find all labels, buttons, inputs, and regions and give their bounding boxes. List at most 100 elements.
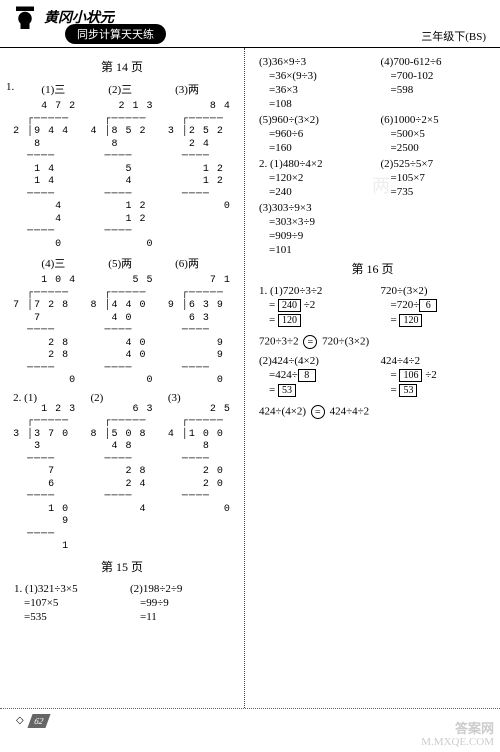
r1-l5b: (6)1000÷2×5 [381,114,495,126]
longdiv-2c: 7 1 ┌───── 9 │6 3 9 6 3 ──── 9 9 ──── 0 [168,275,231,388]
p15-q1: 1. (1)321÷3×5 =107×5 =535 (2)198÷2÷9 =99… [6,581,238,625]
r3-row1b: =720÷6 [391,299,495,312]
r3-l4b: 424÷4÷2 [381,355,495,367]
r1-l6b: =500×5 [391,128,495,140]
aft5b: ÷2 [425,369,437,381]
q1-b: (2)三 [108,81,171,97]
longdiv-2a: 1 0 4 ┌───── 7 │7 2 8 7 ──── 2 8 2 8 ───… [13,275,76,388]
r1-l1b: (4)700-612÷6 [381,56,495,68]
r2-l3b: =735 [391,186,495,198]
q2-lbl-c: (3) [168,392,181,404]
r2-l4: (3)303÷9×3 [259,202,494,214]
q2-block-b: (2) 6 3 ┌───── 8 │5 0 8 4 8 ──── 2 8 2 4… [90,392,153,517]
q1-num: 1. [6,81,37,97]
p15-left: 1. (1)321÷3×5 =107×5 =535 [6,581,122,625]
page16-title: 第 16 页 [251,260,494,277]
r1-l2a: =36×(9÷3) [269,70,373,82]
box-120a: 120 [278,314,301,327]
r3-row5b: = 106 ÷2 [391,369,495,382]
r1-l4a: =108 [269,98,373,110]
p15-l2a: =107×5 [24,597,122,609]
r1-l7a: =160 [269,142,373,154]
p15-n: 1. [14,583,22,595]
page15-title: 第 15 页 [6,558,238,575]
r3-1-right: 720÷(3×2) =720÷6 = 120 [373,283,495,329]
grade-label: 三年级下(BS) [421,28,486,44]
box-53b: 53 [399,384,417,397]
left-column: 第 14 页 1. (1)三 (2)三 (3)两 4 7 2 ┌───── 2 … [0,48,245,708]
r1-3: (3)36×9÷3 =36×(9÷3) =36×3 =108 [251,54,373,112]
watermark: 答案网 M.MXQE.COM [421,722,494,748]
r1-l3b: =598 [391,84,495,96]
watermark-top: 答案网 [421,722,494,736]
r2-l2b: =105×7 [391,172,495,184]
r3-2: (2)424÷(4×2) =424÷8 = 53 424÷4÷2 = 106 ÷… [251,353,494,399]
page-header: 黄冈小状元 同步计算天天练 三年级下(BS) [0,0,500,48]
r2-2: (2)525÷5×7 =105×7 =735 [373,156,495,200]
r3-comp1: 720÷3÷2 = 720÷(3×2) [259,335,494,349]
r1-l7b: =2500 [391,142,495,154]
p15-l1a: (1)321÷3×5 [25,583,78,595]
r3-l4a: (2)424÷(4×2) [259,355,373,367]
q1b-a: (4)三 [41,255,104,271]
q1b-row: (4)三 (5)两 (6)两 [6,255,238,271]
r1-l1a: (3)36×9÷3 [259,56,373,68]
r3-2-right: 424÷4÷2 = 106 ÷2 = 53 [373,353,495,399]
r3-row1a: = 240 ÷2 [269,299,373,312]
comp2-mid: = [311,405,325,419]
r2-3: (3)303÷9×3 =303×3÷9 =909÷9 =101 [251,202,494,256]
r3-row2a: = 120 [269,314,373,327]
longdiv-1b: 2 1 3 ┌───── 4 │8 5 2 8 ──── 5 4 ──── 1 … [90,101,153,251]
longdiv-3b: 6 3 ┌───── 8 │5 0 8 4 8 ──── 2 8 2 4 ───… [90,404,153,517]
r1-l2b: =700-102 [391,70,495,82]
r2-l6: =909÷9 [269,230,494,242]
footer-diamond-icon: ◇ [16,715,24,726]
r3-1-left: 1. (1)720÷3÷2 = 240 ÷2 = 120 [251,283,373,329]
r3-1: 1. (1)720÷3÷2 = 240 ÷2 = 120 720÷(3×2) =… [251,283,494,329]
box-8: 8 [298,369,316,382]
comp1R: 720÷(3×2) [322,336,369,348]
q1b-b: (5)两 [108,255,171,271]
q1-c: (3)两 [175,81,238,97]
longdiv-row-2: 1 0 4 ┌───── 7 │7 2 8 7 ──── 2 8 2 8 ───… [6,275,238,388]
r3-2-left: (2)424÷(4×2) =424÷8 = 53 [251,353,373,399]
r2-l7: =101 [269,244,494,256]
q2-lbl-a: (1) [24,392,37,404]
longdiv-1c: 8 4 ┌───── 3 │2 5 2 2 4 ──── 1 2 1 2 ───… [168,101,231,251]
r1-34: (3)36×9÷3 =36×(9÷3) =36×3 =108 (4)700-61… [251,54,494,112]
longdiv-3c: 2 5 ┌───── 4 │1 0 0 8 ──── 2 0 2 0 ──── … [168,404,231,517]
r3-l1a: (1)720÷3÷2 [270,285,322,297]
q2-block-c: (3) 2 5 ┌───── 4 │1 0 0 8 ──── 2 0 2 0 ─… [168,392,231,517]
subtitle-pill: 同步计算天天练 [65,24,166,44]
r3-l1b: 720÷(3×2) [381,285,495,297]
r2-l2a: =120×2 [269,172,373,184]
p15-l2b: =99÷9 [140,597,238,609]
comp1L: 720÷3÷2 [259,336,299,348]
p15-l3a: =535 [24,611,122,623]
box-106: 106 [399,369,422,382]
longdiv-1a: 4 7 2 ┌───── 2 │9 4 4 8 ──── 1 4 1 4 ───… [13,101,76,251]
box-120b: 120 [399,314,422,327]
pre1b: =720÷ [391,299,420,311]
right-column: (3)36×9÷3 =36×(9÷3) =36×3 =108 (4)700-61… [245,48,500,708]
r1-l6a: =960÷6 [269,128,373,140]
q2-row: 2. (1) 1 2 3 ┌───── 3 │3 7 0 3 ──── 7 6 … [6,392,238,554]
r3-row6b: = 53 [391,384,495,397]
watermark-bottom: M.MXQE.COM [421,736,494,748]
pre5a: =424÷ [269,369,298,381]
r3-n: 1. [259,285,267,297]
footer-page-badge: 62 [27,714,50,728]
q1-a: (1)三 [41,81,104,97]
p15-l1b: (2)198÷2÷9 [130,583,238,595]
r3-comp2: 424÷(4×2) = 424÷4÷2 [259,405,494,419]
r2-l5: =303×3÷9 [269,216,494,228]
longdiv-2b: 5 5 ┌───── 8 │4 4 0 4 0 ──── 4 0 4 0 ───… [90,275,153,388]
page14-title: 第 14 页 [6,58,238,75]
longdiv-3a: 1 2 3 ┌───── 3 │3 7 0 3 ──── 7 6 ──── 1 … [13,404,76,554]
r1-l5a: (5)960÷(3×2) [259,114,373,126]
r3-row5a: =424÷8 [269,369,373,382]
r2-l1a: (1)480÷4×2 [270,158,323,170]
p15-right: (2)198÷2÷9 =99÷9 =11 [122,581,238,625]
q1-row: 1. (1)三 (2)三 (3)两 [6,81,238,97]
p15-l3b: =11 [140,611,238,623]
